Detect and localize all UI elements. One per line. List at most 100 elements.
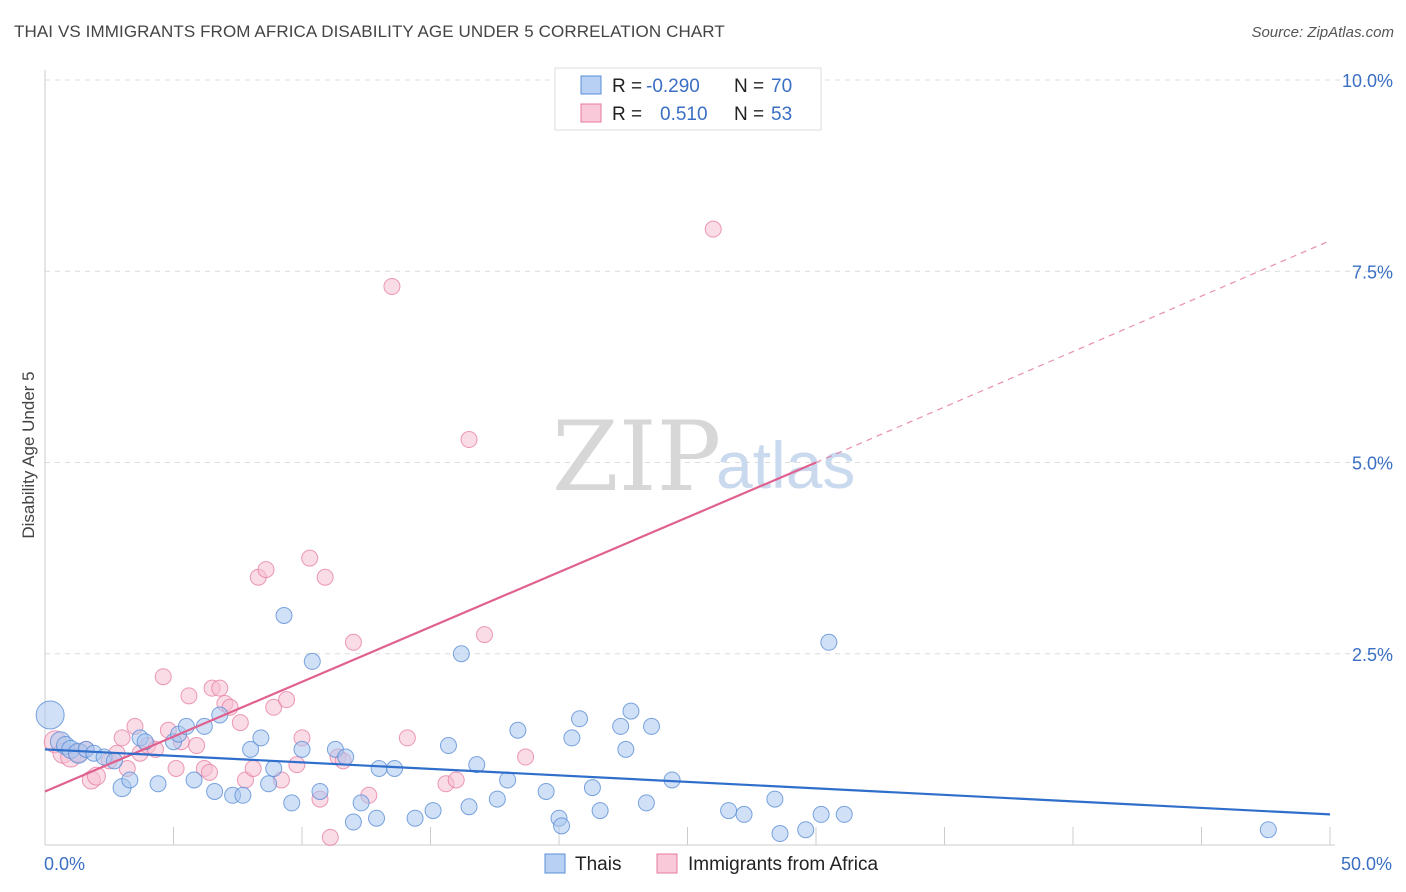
thais-point xyxy=(149,775,167,793)
africa-point xyxy=(321,828,339,846)
thais-point xyxy=(835,805,853,823)
legend-r-value-thais: -0.290 xyxy=(646,76,700,97)
y-tick-label: 10.0% xyxy=(1342,71,1393,91)
thais-trend-line xyxy=(44,748,1331,816)
thais-point xyxy=(260,775,278,793)
bottom-legend: Thais Immigrants from Africa xyxy=(544,853,878,875)
legend-r-value-africa: 0.510 xyxy=(660,104,708,125)
thais-point xyxy=(771,825,789,843)
legend: R = -0.290 N = 70 R = 0.510 N = 53 xyxy=(554,67,822,131)
africa-trend-line xyxy=(44,461,817,793)
thais-point xyxy=(311,782,329,800)
thais-point xyxy=(617,740,635,758)
thais-point xyxy=(499,771,517,789)
africa-point xyxy=(475,626,493,644)
x-tick-label-max: 50.0% xyxy=(1341,854,1392,874)
thais-point xyxy=(563,729,581,747)
thais-point xyxy=(468,756,486,774)
grid-lines xyxy=(45,79,1392,655)
africa-point xyxy=(344,633,362,651)
bottom-legend-swatch-africa xyxy=(656,853,678,874)
legend-r-label-thais: R = xyxy=(612,76,642,97)
series-thais-points xyxy=(35,607,1277,843)
thais-point xyxy=(206,782,224,800)
y-tick-label: 2.5% xyxy=(1352,645,1393,665)
thais-point xyxy=(352,794,370,812)
thais-point xyxy=(460,798,478,816)
thais-point xyxy=(720,802,738,820)
legend-n-value-thais: 70 xyxy=(771,76,792,97)
africa-trend-extension xyxy=(815,240,1331,464)
africa-point xyxy=(301,549,319,567)
thais-point xyxy=(553,817,571,835)
africa-point xyxy=(460,431,478,449)
thais-point xyxy=(185,771,203,789)
africa-point xyxy=(211,679,229,697)
legend-n-value-africa: 53 xyxy=(771,104,792,125)
africa-point xyxy=(231,714,249,732)
y-tick-label: 7.5% xyxy=(1352,262,1393,282)
thais-point xyxy=(424,802,442,820)
thais-point xyxy=(303,652,321,670)
thais-point xyxy=(242,740,260,758)
africa-point xyxy=(113,729,131,747)
x-tick-label-min: 0.0% xyxy=(44,854,85,874)
africa-point xyxy=(257,561,275,579)
legend-r-label-africa: R = xyxy=(612,104,642,125)
legend-n-label-africa: N = xyxy=(734,104,764,125)
thais-point xyxy=(622,702,640,720)
source-label: Source: ZipAtlas.com xyxy=(1251,24,1394,41)
thais-point xyxy=(344,813,362,831)
watermark-zip: ZIP xyxy=(552,401,721,513)
thais-point xyxy=(265,760,283,777)
y-tick-labels: 2.5% 5.0% 7.5% 10.0% xyxy=(1342,71,1393,665)
africa-point xyxy=(383,278,401,296)
thais-point xyxy=(35,700,65,730)
bottom-legend-label-africa: Immigrants from Africa xyxy=(688,854,878,875)
thais-point xyxy=(643,717,661,735)
africa-point xyxy=(265,698,283,716)
africa-point xyxy=(167,760,185,777)
thais-point xyxy=(234,786,252,804)
thais-point xyxy=(812,805,830,823)
thais-point xyxy=(275,607,293,624)
thais-point xyxy=(583,779,601,797)
bottom-legend-swatch-thais xyxy=(544,853,566,874)
thais-point xyxy=(452,645,470,663)
thais-point xyxy=(735,805,753,823)
thais-point xyxy=(571,710,589,728)
africa-point xyxy=(200,763,218,781)
africa-point xyxy=(188,737,206,755)
africa-point xyxy=(180,687,198,705)
thais-point xyxy=(509,721,527,739)
bottom-legend-label-thais: Thais xyxy=(575,854,621,875)
thais-point xyxy=(386,760,404,777)
watermark: ZIP atlas xyxy=(552,401,855,513)
thais-point xyxy=(337,748,355,766)
africa-point xyxy=(398,729,416,747)
africa-point xyxy=(704,220,722,238)
y-axis-title: Disability Age Under 5 xyxy=(19,371,38,538)
x-ticks xyxy=(173,827,1331,845)
thais-point xyxy=(368,809,386,827)
africa-point xyxy=(316,568,334,586)
thais-point xyxy=(820,633,838,651)
africa-point xyxy=(154,668,172,686)
thais-point xyxy=(252,729,270,747)
thais-point xyxy=(121,771,139,789)
trend-lines xyxy=(44,240,1331,816)
legend-n-label-thais: N = xyxy=(734,76,764,97)
thais-point xyxy=(283,794,301,812)
africa-point xyxy=(244,760,262,777)
thais-point xyxy=(488,790,506,808)
thais-point xyxy=(797,821,815,839)
thais-point xyxy=(406,809,424,827)
legend-swatch-africa xyxy=(580,103,602,123)
thais-point xyxy=(612,717,630,735)
africa-point xyxy=(278,691,296,709)
thais-point xyxy=(293,740,311,758)
y-tick-label: 5.0% xyxy=(1352,454,1393,474)
legend-swatch-thais xyxy=(580,75,602,95)
chart-title: THAI VS IMMIGRANTS FROM AFRICA DISABILIT… xyxy=(14,22,725,41)
